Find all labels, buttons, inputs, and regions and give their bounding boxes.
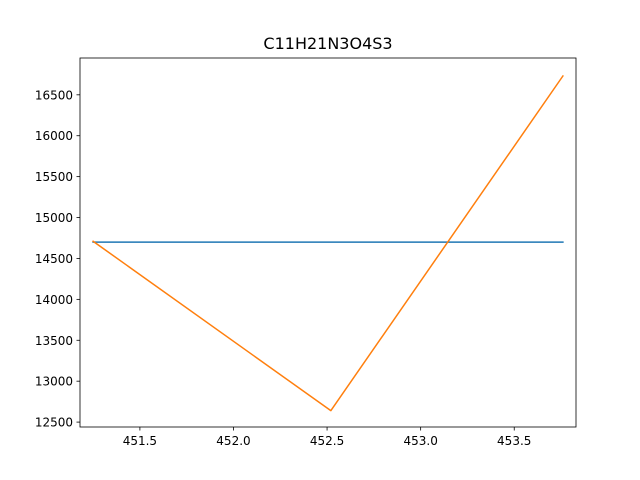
y-tick-label: 16500	[35, 88, 73, 102]
x-tick-label: 453.0	[403, 434, 437, 448]
x-tick-label: 452.5	[310, 434, 344, 448]
axes-frame	[79, 57, 577, 428]
x-tick-label: 453.5	[497, 434, 531, 448]
y-tick-label: 13000	[35, 375, 73, 389]
chart-title: C11H21N3O4S3	[263, 34, 392, 53]
series-line-2	[92, 74, 564, 412]
y-tick-label: 15000	[35, 211, 73, 225]
y-tick-label: 16000	[35, 129, 73, 143]
y-tick-label: 14000	[35, 293, 73, 307]
y-tick-label: 15500	[35, 170, 73, 184]
y-tick-label: 14500	[35, 252, 73, 266]
x-tick-label: 451.5	[123, 434, 157, 448]
x-tick-label: 452.0	[216, 434, 250, 448]
y-tick-label: 13500	[35, 334, 73, 348]
y-tick-label: 12500	[35, 416, 73, 430]
plot-area: 451.5 452.0 452.5 453.0 453.5 12500 13000 13500…	[35, 57, 577, 448]
